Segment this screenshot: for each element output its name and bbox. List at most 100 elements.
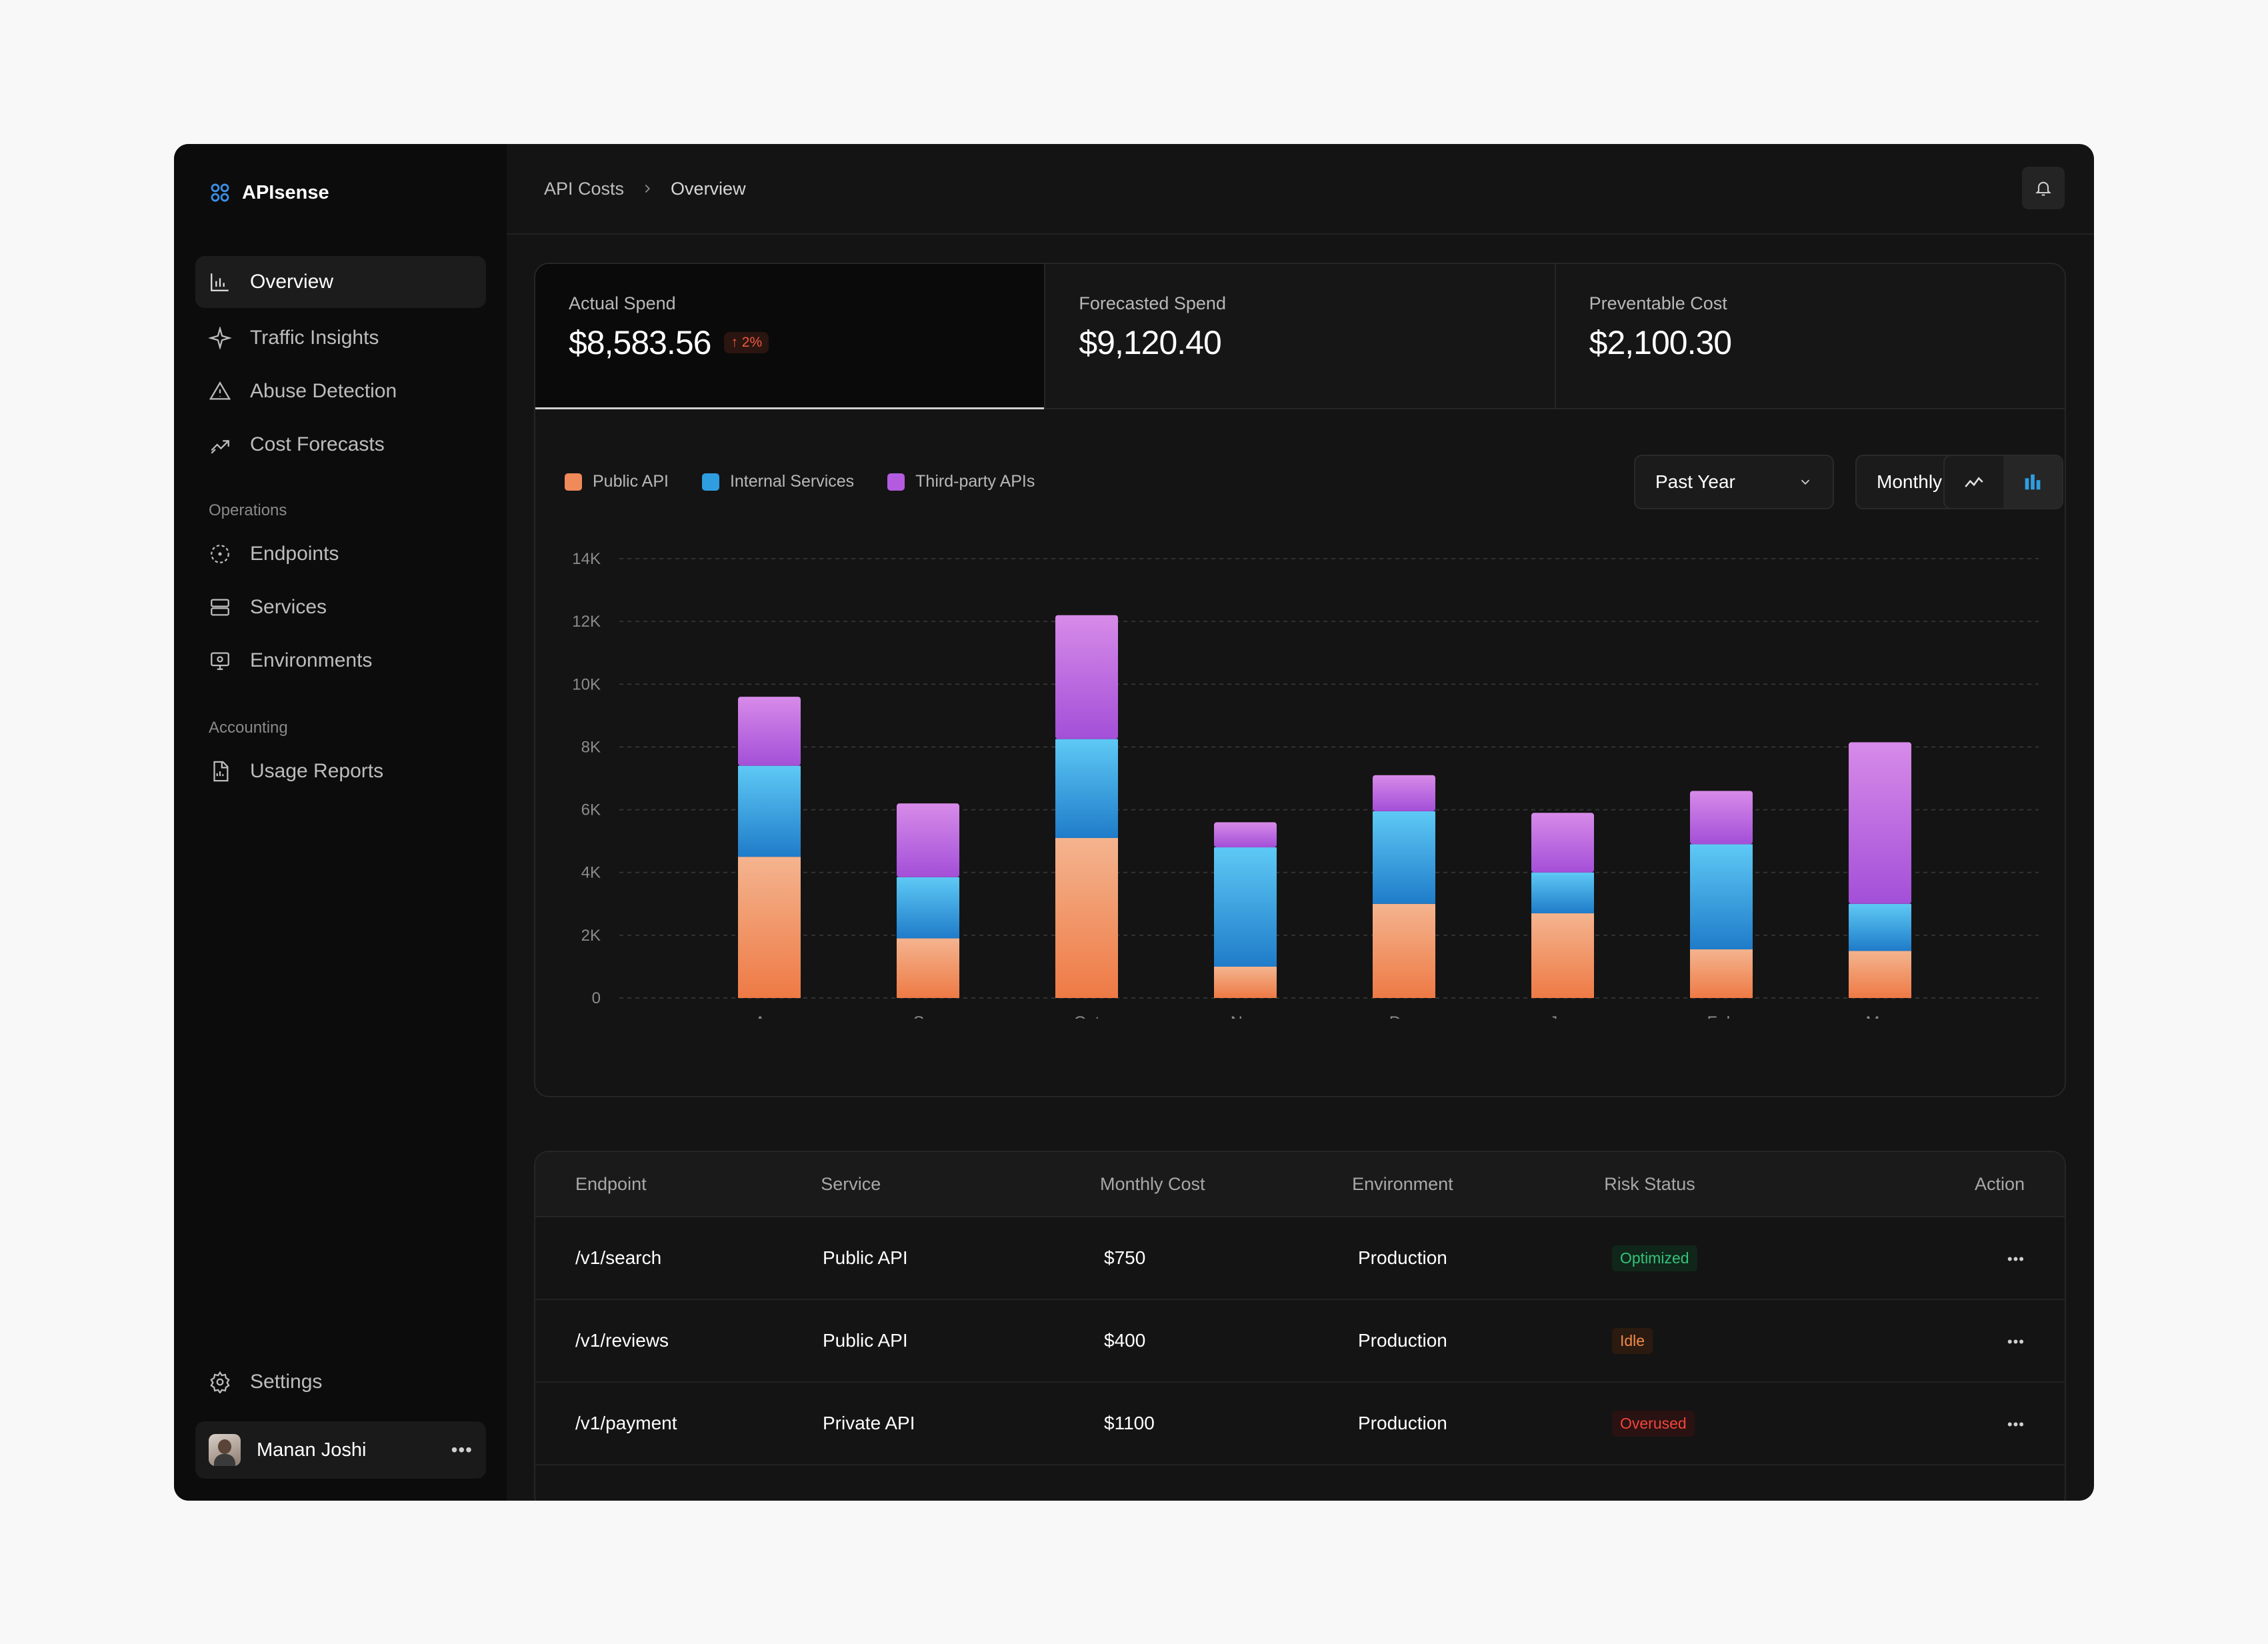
trend-icon [211,440,229,454]
y-tick-label: 2K [581,927,601,945]
bar-public-api[interactable] [897,938,959,998]
nav-usage-reports[interactable]: Usage Reports [195,745,486,797]
notifications-button[interactable] [2022,167,2065,209]
breadcrumb: API Costs Overview [507,144,2094,235]
bar-chart-button[interactable] [2003,456,2062,508]
bar-public-api[interactable] [1849,951,1911,998]
bar-third-party-apis[interactable] [1055,615,1118,739]
section-title-operations: Operations [209,501,287,519]
nav-label: Cost Forecasts [250,433,385,455]
kpi-preventable-cost[interactable]: Preventable Cost $2,100.30 [1555,264,2065,408]
breadcrumb-current: Overview [671,178,746,199]
bar-internal-services[interactable] [1055,739,1118,838]
nav-cost-forecasts[interactable]: Cost Forecasts [195,419,486,471]
col-endpoint[interactable]: Endpoint [575,1173,647,1194]
bar-internal-services[interactable] [738,765,801,857]
table-row[interactable]: /v1/reviews Public API $400 Production Idle •… [535,1300,2065,1383]
range-select[interactable]: Past Year [1634,455,1834,509]
y-tick-label: 10K [572,675,601,693]
x-tick-label: Jan [1549,1013,1576,1019]
kpi-label: Actual Spend [569,293,676,313]
col-service[interactable]: Service [821,1173,881,1194]
bar-public-api[interactable] [1531,913,1594,998]
user-name: Manan Joshi [257,1439,367,1461]
status-badge: Idle [1612,1327,1653,1354]
chart-type-toggle [1943,455,2063,509]
table-row[interactable]: /v1/search Public API $750 Production Optimi… [535,1217,2065,1300]
bar-internal-services[interactable] [1214,847,1277,967]
nav-services[interactable]: Services [195,581,486,633]
bar-third-party-apis[interactable] [738,697,801,766]
nav-abuse-detection[interactable]: Abuse Detection [195,365,486,417]
nav-overview[interactable]: Overview [195,256,486,308]
bar-chart-icon [2025,474,2041,490]
kpi-forecasted-spend[interactable]: Forecasted Spend $9,120.40 [1045,264,1556,408]
cell-action: ••• [1985,1413,2065,1434]
spend-card: Actual Spend $8,583.56 ↑ 2% Forecasted S… [534,263,2066,1097]
chevron-right-icon [645,184,651,193]
bar-internal-services[interactable] [897,877,959,939]
bar-third-party-apis[interactable] [1373,775,1435,811]
endpoints-icon [211,545,229,563]
legend-public-api[interactable]: Public API [565,472,669,491]
breadcrumb-parent[interactable]: API Costs [544,178,625,199]
bar-internal-services[interactable] [1531,872,1594,913]
bar-public-api[interactable] [1214,966,1277,998]
kpi-label: Preventable Cost [1589,293,1727,313]
legend-internal-services[interactable]: Internal Services [701,472,854,491]
bar-third-party-apis[interactable] [1531,813,1594,873]
row-actions-icon[interactable]: ••• [2007,1416,2025,1433]
bar-public-api[interactable] [1373,903,1435,998]
nav-environments[interactable]: Environments [195,635,486,687]
col-environment[interactable]: Environment [1352,1173,1453,1194]
table-row[interactable]: /v1/payment Private API $1100 Production Ove… [535,1383,2065,1465]
nav-label: Settings [250,1371,323,1393]
legend-swatch [887,473,905,491]
bar-internal-services[interactable] [1690,844,1753,950]
status-badge: Overused [1612,1410,1695,1437]
nav-label: Endpoints [250,543,339,565]
cell-risk-status: Idle [1612,1327,1985,1354]
bar-internal-services[interactable] [1373,811,1435,904]
y-tick-label: 12K [572,613,601,631]
section-title-accounting: Accounting [209,719,288,737]
nav-label: Environments [250,649,373,671]
col-action: Action [1974,1173,2025,1194]
kpi-row: Actual Spend $8,583.56 ↑ 2% Forecasted S… [535,264,2065,409]
nav-label: Abuse Detection [250,380,397,402]
col-risk-status[interactable]: Risk Status [1604,1173,1695,1194]
x-tick-label: Sep [913,1013,943,1019]
brand[interactable]: APIsense [209,181,329,204]
bar-third-party-apis[interactable] [1690,791,1753,845]
user-profile[interactable]: Manan Joshi ••• [195,1421,486,1479]
app-name: APIsense [242,181,329,203]
more-options-icon[interactable]: ••• [451,1439,473,1460]
bar-third-party-apis[interactable] [1849,742,1911,904]
col-monthly-cost[interactable]: Monthly Cost [1099,1173,1205,1194]
cell-service: Public API [823,1330,908,1351]
gear-icon [210,1371,230,1393]
kpi-actual-spend[interactable]: Actual Spend $8,583.56 ↑ 2% [535,264,1046,409]
bar-public-api[interactable] [1055,837,1118,998]
legend-label: Public API [593,472,669,491]
bar-public-api[interactable] [738,857,801,998]
row-actions-icon[interactable]: ••• [2007,1251,2025,1267]
nav-label: Services [250,596,327,618]
line-chart-button[interactable] [1945,456,2003,508]
logo-icon [211,183,229,202]
line-chart-icon [1965,477,1983,487]
row-actions-icon[interactable]: ••• [2007,1333,2025,1350]
legend-label: Third-party APIs [915,472,1035,491]
bar-third-party-apis[interactable] [897,803,959,877]
status-badge: Optimized [1612,1245,1697,1271]
cell-environment: Production [1358,1247,1447,1268]
nav-endpoints[interactable]: Endpoints [195,528,486,580]
kpi-value: $9,120.40 [1079,324,1221,361]
bar-internal-services[interactable] [1849,903,1911,951]
bar-third-party-apis[interactable] [1214,822,1277,848]
nav-settings[interactable]: Settings [195,1356,486,1408]
nav-traffic-insights[interactable]: Traffic Insights [195,312,486,364]
bar-public-api[interactable] [1690,949,1753,998]
kpi-label: Forecasted Spend [1079,293,1226,313]
legend-third-party-apis[interactable]: Third-party APIs [887,472,1035,491]
